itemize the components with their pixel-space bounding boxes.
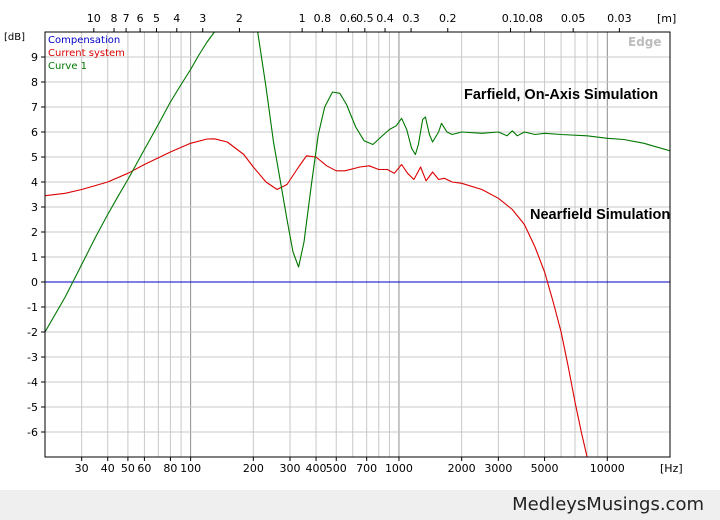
y-tick-label: -3 — [27, 351, 38, 364]
x-tick-label: 2000 — [448, 462, 476, 475]
x-tick-label: 3000 — [484, 462, 512, 475]
x-tick-label: 400 — [306, 462, 327, 475]
y-tick-label: 2 — [31, 226, 38, 239]
y-tick-label: 6 — [31, 126, 38, 139]
x-top-tick-label: 0.2 — [439, 12, 457, 25]
y-tick-label: 8 — [31, 76, 38, 89]
x-top-unit-label: [m] — [657, 12, 676, 25]
y-tick-label: 7 — [31, 101, 38, 114]
y-tick-label: -1 — [27, 301, 38, 314]
site-credit: MedleysMusings.com — [512, 494, 704, 515]
y-unit-label: [dB] — [4, 32, 25, 43]
x-top-tick-label: 3 — [199, 12, 206, 25]
x-tick-label: 200 — [243, 462, 264, 475]
x-top-tick-label: 1 — [299, 12, 306, 25]
watermark-edge: Edge — [628, 35, 662, 49]
plot-frame — [44, 31, 671, 458]
y-tick-label: 1 — [31, 251, 38, 264]
legend: Compensation Current system Curve 1 — [48, 35, 125, 72]
x-tick-label: 700 — [356, 462, 377, 475]
axis-labels: 30 40 50 60 80 100 200 300 400 500 700 1000 2000 3000… — [4, 12, 683, 475]
grid — [45, 32, 670, 457]
curves — [45, 32, 670, 457]
x-top-tick-label: 0.05 — [561, 12, 586, 25]
y-tick-label: 5 — [31, 151, 38, 164]
x-tick-label: 50 — [121, 462, 135, 475]
y-tick-label: -4 — [27, 376, 38, 389]
x-tick-label: 500 — [326, 462, 347, 475]
x-top-tick-label: 0.03 — [607, 12, 632, 25]
x-top-tick-label: 7 — [123, 12, 130, 25]
y-tick-label: 9 — [31, 51, 38, 64]
current-system-line — [45, 138, 588, 457]
x-top-tick-label: 0.6 — [340, 12, 358, 25]
x-tick-label: 80 — [163, 462, 177, 475]
x-tick-label: 60 — [137, 462, 151, 475]
curve-1-line — [45, 32, 670, 333]
y-tick-label: -5 — [27, 401, 38, 414]
x-top-tick-label: 0.3 — [402, 12, 420, 25]
y-tick-label: 4 — [31, 176, 38, 189]
x-tick-label: 5000 — [531, 462, 559, 475]
x-top-tick-label: 0.4 — [376, 12, 394, 25]
y-tick-label: 0 — [31, 276, 38, 289]
x-tick-label: 40 — [101, 462, 115, 475]
x-tick-label: 1000 — [385, 462, 413, 475]
x-top-tick-label: 0.08 — [518, 12, 543, 25]
x-top-tick-label: 5 — [153, 12, 160, 25]
legend-curve-1: Curve 1 — [48, 61, 87, 72]
x-top-tick-label: 0.5 — [356, 12, 374, 25]
legend-current-system: Current system — [48, 48, 125, 59]
y-tick-label: -2 — [27, 326, 38, 339]
x-tick-label: 100 — [180, 462, 201, 475]
x-tick-label: 10000 — [590, 462, 625, 475]
annotation-nearfield: Nearfield Simulation — [530, 207, 670, 223]
annotation-farfield: Farfield, On-Axis Simulation — [464, 87, 658, 103]
x-top-tick-label: 8 — [111, 12, 118, 25]
footer-bar: MedleysMusings.com — [0, 490, 720, 520]
x-top-tick-label: 0.1 — [502, 12, 520, 25]
y-tick-label: 3 — [31, 201, 38, 214]
x-tick-label: 300 — [280, 462, 301, 475]
legend-compensation: Compensation — [48, 35, 120, 46]
x-top-tick-label: 10 — [87, 12, 101, 25]
x-unit-label: [Hz] — [660, 462, 683, 475]
x-top-tick-label: 2 — [236, 12, 243, 25]
frequency-response-chart: 30 40 50 60 80 100 200 300 400 500 700 1000 2000 3000… — [4, 12, 683, 475]
x-top-tick-label: 6 — [137, 12, 144, 25]
x-top-tick-label: 4 — [173, 12, 180, 25]
y-tick-label: -6 — [27, 426, 38, 439]
x-tick-label: 30 — [75, 462, 89, 475]
x-top-tick-label: 0.8 — [314, 12, 332, 25]
